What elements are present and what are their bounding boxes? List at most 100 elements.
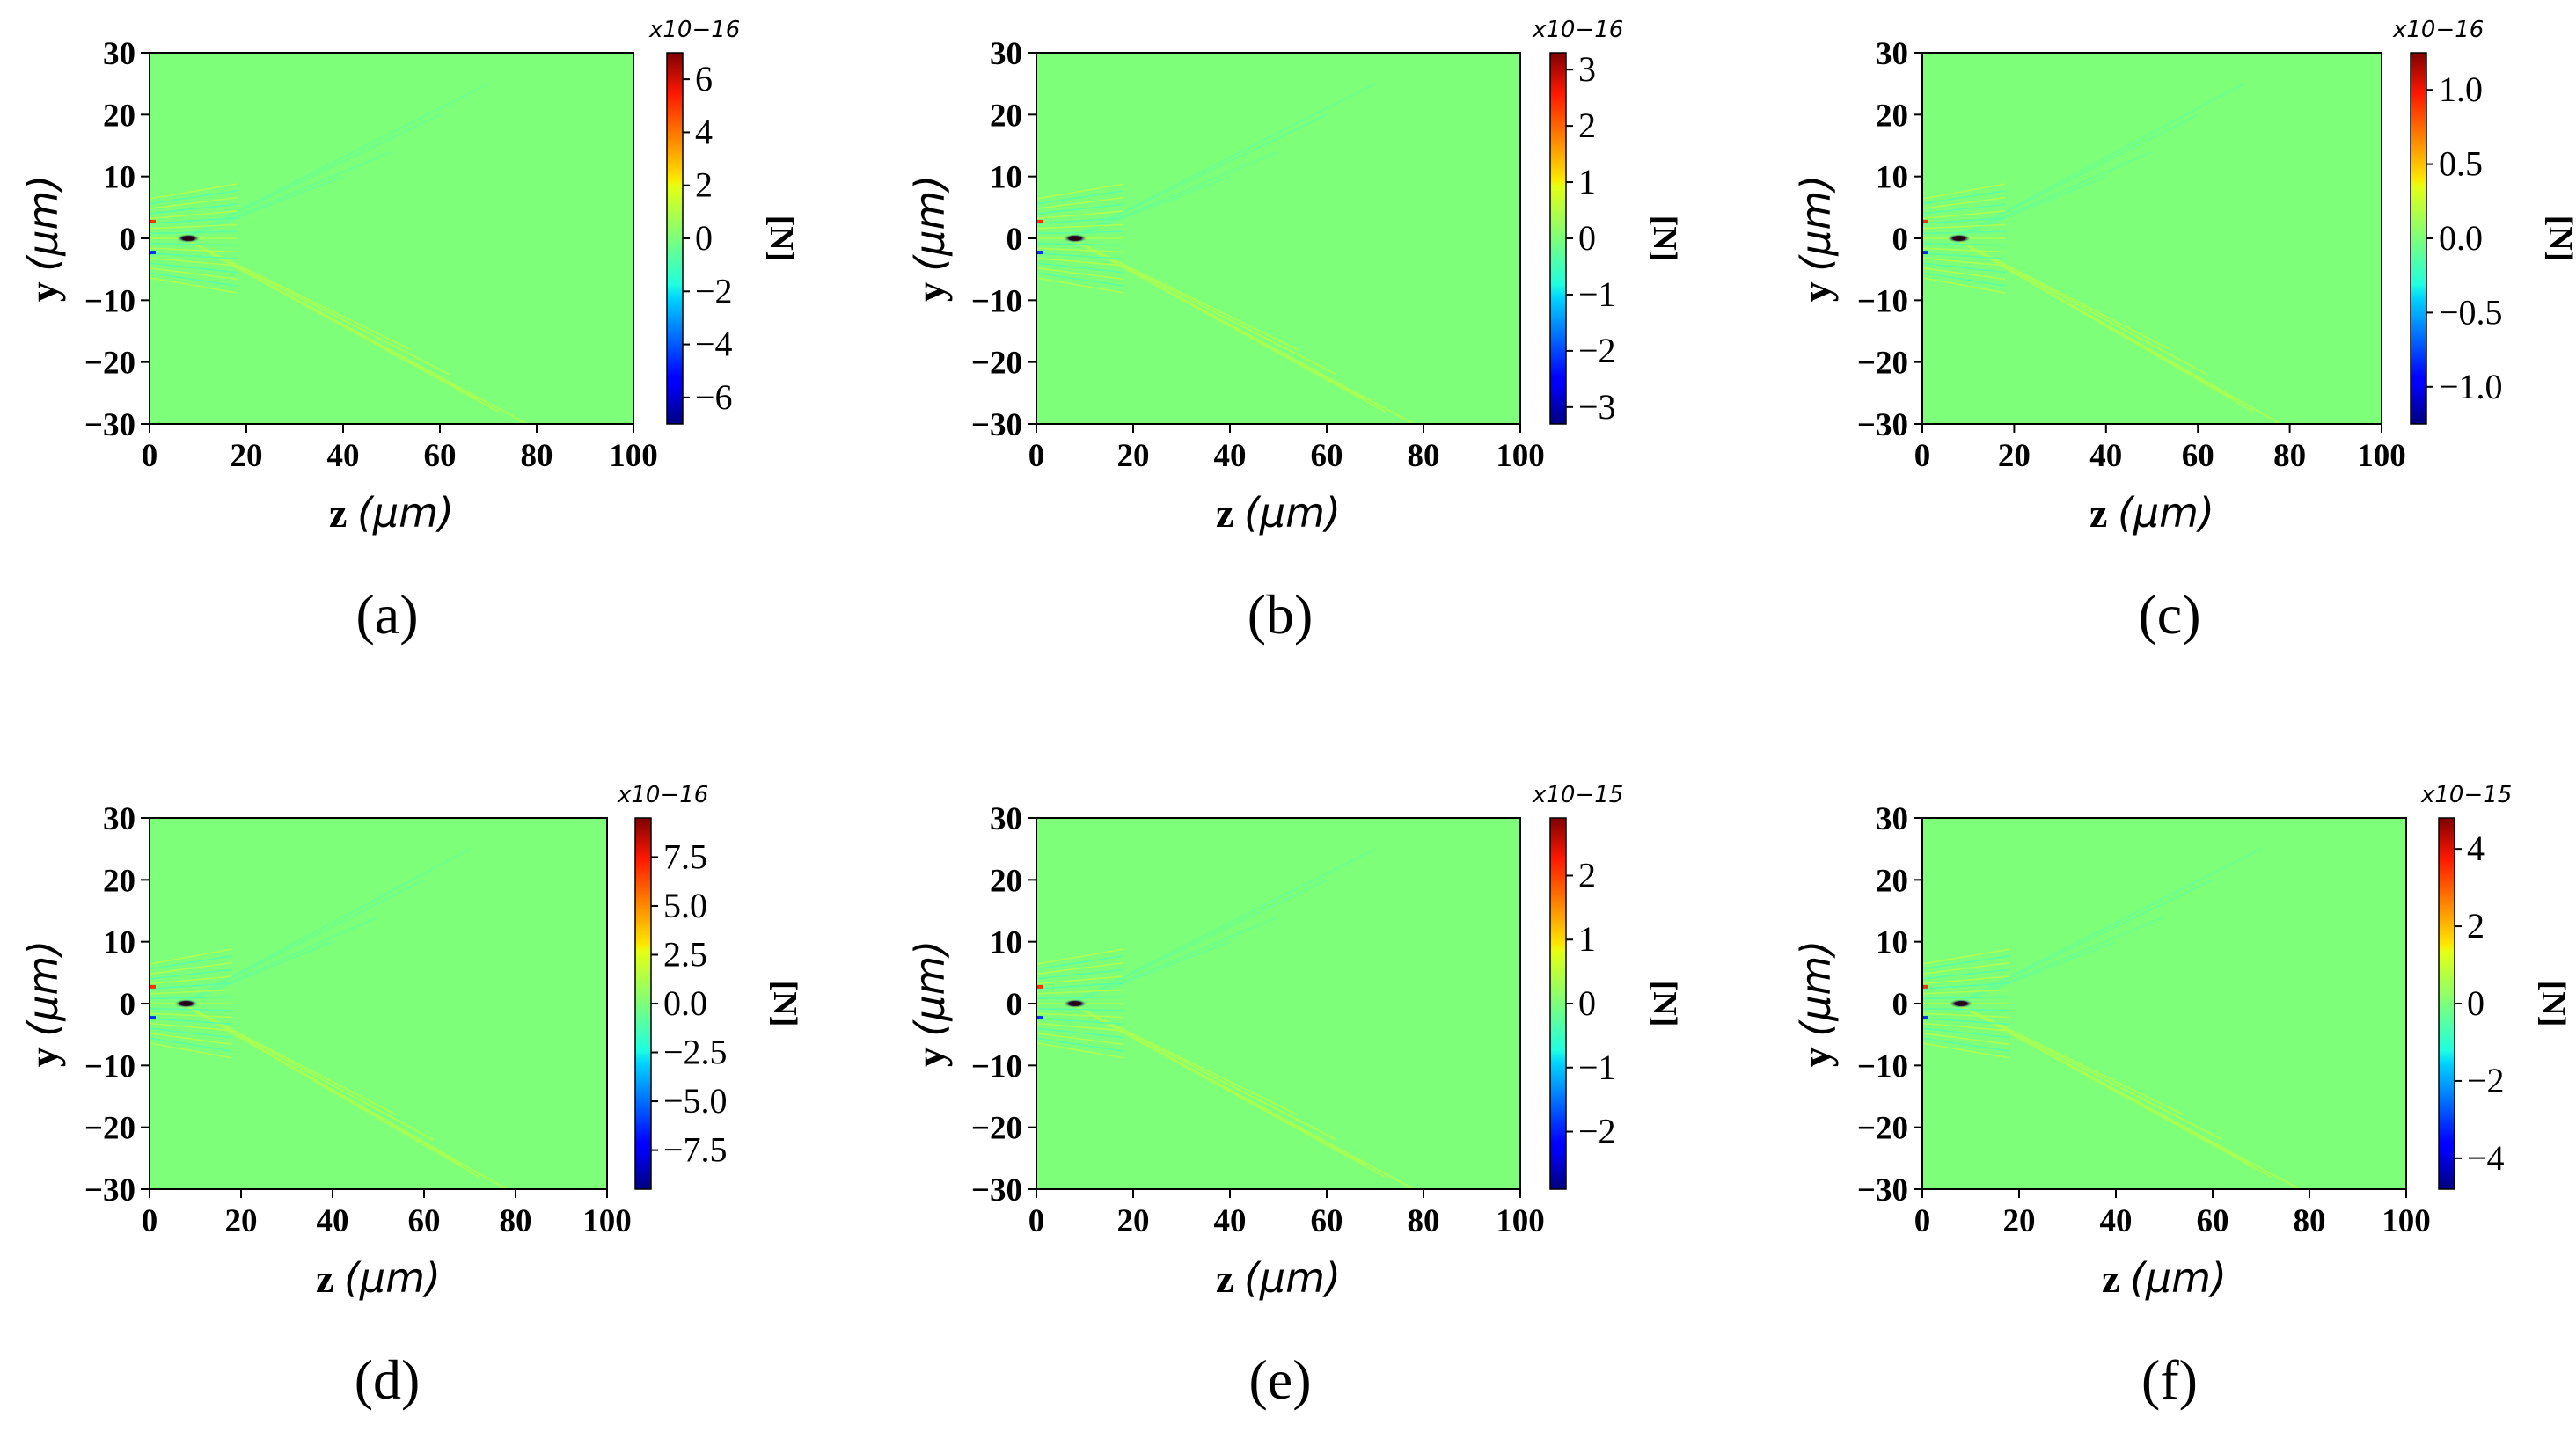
x-tick-label: 20 [1117,438,1150,474]
x-tick-label: 100 [2382,1203,2431,1239]
focus-core [1070,236,1080,241]
colorbar-tick-label: 1 [1578,919,1596,959]
near-field-ripple [1036,210,1124,220]
near-field-ripple [1036,267,1124,281]
colorbar-exponent: x10−16 [648,17,740,43]
colorbar-tick-label: −1 [1578,1048,1616,1087]
near-field-ripple [1036,955,1124,970]
colorbar-tick-label: 1 [1578,162,1596,201]
near-field-ripple [149,277,238,294]
near-field-ripple [1921,1018,2010,1025]
x-tick-label: 100 [2357,438,2406,474]
near-field-ripple [1921,975,2010,985]
near-field-ripple [1921,230,2005,235]
near-field-ripple [1036,1037,1124,1052]
colorbar-unit-label: [N] [766,981,803,1027]
colorbar [634,817,652,1190]
edge-minima [1036,1016,1043,1020]
colorbar-tick-label: −4 [695,325,733,364]
fringe-line [1956,1003,2184,1116]
x-tick-label: 20 [1117,1203,1150,1239]
near-field-ripple [1921,961,2010,975]
panel-caption: (c) [2138,583,2200,646]
fringe-line [1070,150,1279,239]
y-tick-label: −20 [1857,1111,1908,1147]
fringe-line [1954,83,2244,239]
near-field-ripple [149,203,238,215]
x-tick-label: 0 [142,438,158,474]
y-tick-label: 30 [1876,801,1908,837]
near-field-ripple [1921,948,2010,965]
near-field-ripple [1036,203,1124,215]
colorbar-tick-label: −5.0 [663,1081,728,1121]
near-field-ripple [1921,277,2006,294]
fringe-line [180,1003,398,1116]
near-field-ripple [149,1022,232,1032]
near-field-ripple [1921,1012,2010,1019]
fringe-line [183,83,489,239]
y-tick-label: 10 [1876,160,1908,196]
y-tick-label: −10 [971,1048,1022,1084]
y-tick-label: 10 [103,925,135,961]
focus-core [1070,1001,1080,1006]
x-axis-label: z (μm) [1216,489,1341,537]
colorbar-tick-label: 3 [1578,49,1596,89]
fringe-line [1956,848,2262,1004]
near-field-ripple [149,252,238,259]
near-field-ripple [1036,1042,1124,1059]
near-field-ripple [1036,1007,1124,1011]
near-field-ripple [1921,1007,2010,1011]
fringe-line [181,940,333,1004]
near-field-ripple [1036,223,1124,230]
x-tick-label: 0 [1914,1203,1931,1239]
interference-pattern [1036,83,1415,425]
y-tick-label: 10 [990,925,1022,961]
fringe-line [183,237,412,351]
colorbar-tick-label: 2 [1578,855,1596,895]
near-field-ripple [149,272,238,287]
colorbar-tick-label: −1.0 [2439,367,2503,406]
x-tick-label: 60 [408,1203,441,1239]
x-tick-label: 0 [142,1203,158,1239]
x-tick-label: 0 [1914,438,1931,474]
near-field-ripple [1921,262,2006,274]
near-field-ripple [1036,948,1124,965]
y-tick-label: 30 [1876,36,1908,72]
interference-pattern [1036,848,1415,1190]
near-field-ripple [149,247,238,253]
near-field-ripple [1921,242,2005,246]
x-tick-label: 60 [424,438,457,474]
y-axis-label: y (μm) [1792,940,1840,1067]
y-axis-label: y (μm) [906,175,954,302]
near-field-ripple [1036,975,1124,985]
fringe-line [1070,879,1328,1004]
near-field-ripple [1921,217,2006,224]
fringe-line [183,175,344,239]
colorbar-tick-label: 2 [2467,906,2485,946]
colorbar [666,52,684,425]
near-field-ripple [149,257,238,267]
near-field-ripple [149,183,238,200]
colorbar-unit-label: [N] [1646,981,1683,1027]
near-field-ripple [1036,262,1124,274]
fringe-line [1070,113,1328,239]
x-tick-label: 80 [521,438,553,474]
x-tick-label: 60 [2197,1203,2229,1239]
near-field-ripple [149,955,232,970]
colorbar-tick-label: 0.0 [2439,218,2483,258]
focus-core [183,236,194,241]
near-field-ripple [149,196,238,209]
near-field-ripple [149,975,232,985]
near-field-ripple [149,982,232,990]
x-tick-label: 80 [2294,1203,2326,1239]
x-tick-label: 60 [1311,438,1343,474]
near-field-ripple [1921,1042,2010,1059]
near-field-ripple [1921,196,2006,209]
colorbar-tick-label: −6 [695,377,733,417]
y-tick-label: −10 [971,283,1022,319]
near-field-ripple [1036,277,1124,294]
near-field-ripple [1921,1037,2010,1052]
near-field-ripple [1921,1033,2010,1046]
colorbar-tick-label: 0 [695,218,713,258]
